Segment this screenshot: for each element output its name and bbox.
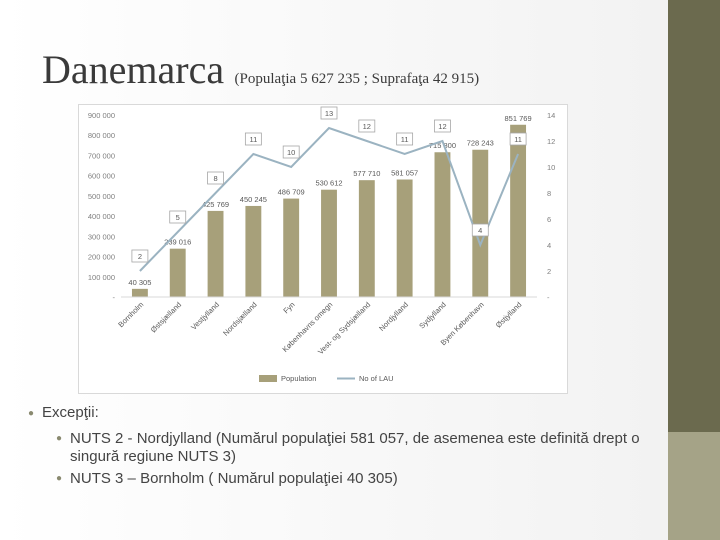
lau-data-label: 11: [514, 135, 522, 144]
lau-line: [139, 126, 520, 272]
bullet-level1: ● Excepţii:: [28, 404, 658, 424]
population-bar: [510, 124, 527, 297]
population-data-label: 40 305: [128, 278, 151, 287]
y-right-tick-label: 8: [547, 189, 551, 198]
lau-data-label-box: [282, 145, 300, 159]
y-left-tick-label: 900 000: [88, 111, 115, 120]
legend-bar-swatch: [259, 375, 277, 382]
y-left-tick-label: 100 000: [88, 273, 115, 282]
y-left-tick-label: 400 000: [88, 212, 115, 221]
chart-container: - 100 000 200 000 300 000 400 000 500 000 600 …: [78, 104, 568, 394]
y-right-tick-label: 10: [547, 163, 555, 172]
population-bar: [472, 149, 489, 297]
lau-data-label-box: [207, 171, 224, 185]
sidebar-decoration-top: [668, 0, 720, 432]
lau-data-label-box: [471, 223, 489, 237]
lau-data-label-box: [396, 132, 414, 146]
population-data-label: 581 057: [391, 168, 418, 177]
slide-title: Danemarca (Populaţia 5 627 235 ; Suprafa…: [42, 46, 479, 93]
population-data-label: 425 769: [202, 200, 229, 209]
population-data-label: 728 243: [467, 139, 494, 148]
population-data-label: 715 800: [429, 141, 456, 150]
sidebar-decoration-bottom: [668, 432, 720, 540]
x-tick-label: Nordsjælland: [221, 300, 259, 338]
population-bar: [245, 205, 262, 297]
lau-data-label: 10: [287, 148, 295, 157]
y-right-tick-label: -: [547, 293, 550, 302]
lau-data-label-box: [320, 106, 338, 120]
lau-data-label: 4: [478, 226, 482, 235]
title-subtitle: (Populaţia 5 627 235 ; Suprafaţa 42 915): [234, 71, 480, 87]
title-main: Danemarca: [42, 47, 225, 92]
y-left-tick-label: 600 000: [88, 172, 115, 181]
y-left-tick-label: 500 000: [88, 192, 115, 201]
population-bar: [434, 152, 451, 297]
population-data-label: 239 016: [164, 238, 191, 247]
bullet-heading: Excepţii:: [42, 404, 99, 421]
lau-data-label: 11: [401, 135, 409, 144]
bullet-dot-icon: ●: [56, 433, 63, 444]
population-lau-chart: - 100 000 200 000 300 000 400 000 500 000 600 …: [88, 106, 555, 383]
population-data-label: 851 769: [505, 114, 532, 123]
lau-data-label-box: [131, 249, 149, 263]
lau-data-label: 13: [325, 109, 333, 118]
y-right-tick-label: 2: [547, 267, 551, 276]
bullet-list: ● Excepţii: ● NUTS 2 - Nordjylland (Numă…: [28, 404, 658, 488]
population-data-label: 577 710: [353, 169, 380, 178]
y-left-tick-label: 800 000: [88, 131, 115, 140]
lau-data-label: 12: [438, 122, 446, 131]
population-bar: [358, 180, 375, 297]
lau-data-label: 11: [249, 135, 257, 144]
lau-data-label: 5: [176, 213, 180, 222]
population-data-label: 450 245: [240, 195, 267, 204]
bullet-level2: ● NUTS 3 – Bornholm ( Numărul populaţiei…: [56, 470, 658, 488]
legend-lau-label: No of LAU: [359, 374, 394, 383]
lau-data-label-box: [244, 132, 262, 146]
legend-population-label: Population: [281, 374, 316, 383]
y-left-tick-label: -: [113, 293, 116, 302]
x-tick-label: Østjylland: [494, 300, 524, 330]
population-bar: [169, 248, 186, 297]
population-bar: [207, 210, 224, 297]
population-bar: [396, 179, 413, 297]
x-tick-label: Østsjælland: [149, 300, 183, 334]
y-left-tick-label: 300 000: [88, 232, 115, 241]
population-bar: [321, 189, 337, 297]
population-bar: [131, 288, 148, 297]
bullet-item: NUTS 3 – Bornholm ( Numărul populaţiei 4…: [70, 470, 398, 487]
lau-data-label-box: [509, 132, 527, 146]
y-right-tick-label: 14: [547, 111, 555, 120]
y-left-tick-label: 200 000: [88, 253, 115, 262]
lau-data-label: 8: [213, 174, 217, 183]
lau-data-label: 2: [138, 252, 142, 261]
x-tick-label: Vestjylland: [189, 300, 221, 332]
bullet-dot-icon: ●: [28, 408, 35, 419]
lau-data-label-box: [434, 119, 451, 133]
population-data-label: 530 612: [315, 179, 342, 188]
y-left-tick-label: 700 000: [88, 151, 115, 160]
x-tick-label: Bornholm: [116, 300, 145, 329]
population-data-label: 486 709: [278, 188, 305, 197]
lau-data-label: 12: [363, 122, 371, 131]
y-right-tick-label: 6: [547, 215, 551, 224]
x-tick-label: Sydjylland: [417, 300, 448, 331]
lau-data-label-box: [358, 119, 376, 133]
population-bar: [283, 198, 300, 297]
x-tick-label: Nordjylland: [377, 300, 410, 333]
lau-data-label-box: [169, 210, 187, 224]
y-right-tick-label: 12: [547, 137, 555, 146]
x-tick-label: Fyn: [281, 300, 296, 315]
bullet-dot-icon: ●: [56, 473, 63, 484]
bullet-item: NUTS 2 - Nordjylland (Numărul populaţiei…: [70, 430, 640, 465]
y-right-tick-label: 4: [547, 241, 551, 250]
bullet-level2: ● NUTS 2 - Nordjylland (Numărul populaţi…: [56, 430, 658, 466]
